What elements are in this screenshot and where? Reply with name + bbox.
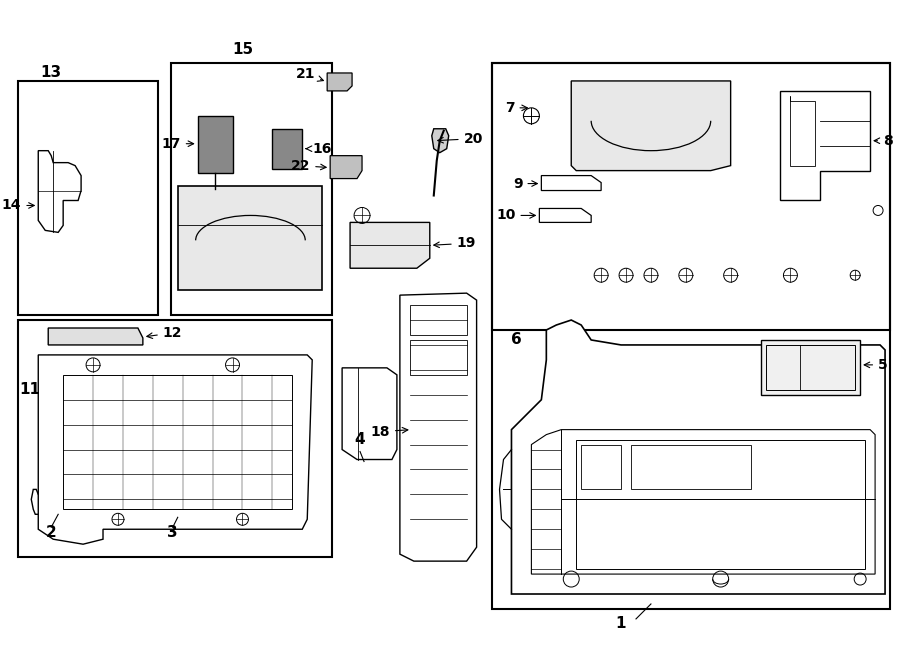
Text: 11: 11 [20, 382, 40, 397]
Polygon shape [121, 487, 250, 518]
Text: 12: 12 [147, 326, 183, 340]
Text: 16: 16 [306, 141, 331, 156]
Polygon shape [572, 81, 731, 171]
Bar [63, 375, 292, 510]
Text: 8: 8 [874, 134, 893, 147]
Text: 13: 13 [40, 65, 62, 81]
Bar [491, 63, 890, 609]
Polygon shape [198, 116, 232, 173]
Text: 22: 22 [291, 159, 326, 173]
Polygon shape [511, 320, 885, 594]
Text: 9: 9 [513, 176, 537, 190]
Text: 4: 4 [355, 432, 365, 447]
Text: 2: 2 [46, 525, 57, 540]
Polygon shape [330, 155, 362, 178]
Text: 20: 20 [437, 132, 483, 145]
Polygon shape [780, 91, 870, 200]
Polygon shape [539, 208, 591, 222]
Polygon shape [760, 340, 860, 395]
Polygon shape [432, 129, 449, 153]
Bar [491, 63, 890, 330]
Polygon shape [350, 222, 430, 268]
Text: 17: 17 [161, 137, 194, 151]
Text: 18: 18 [371, 424, 408, 439]
Text: 5: 5 [864, 358, 887, 372]
Text: 19: 19 [434, 237, 476, 251]
Text: 3: 3 [167, 525, 178, 540]
Bar [171, 63, 332, 315]
Polygon shape [39, 355, 312, 544]
Text: 7: 7 [505, 101, 527, 115]
Text: 10: 10 [496, 208, 536, 223]
Polygon shape [342, 368, 397, 459]
Bar [18, 320, 332, 557]
Text: 14: 14 [2, 198, 34, 212]
Polygon shape [328, 73, 352, 91]
Polygon shape [400, 293, 477, 561]
Bar [410, 305, 466, 335]
Polygon shape [273, 129, 302, 169]
Polygon shape [39, 151, 81, 233]
Text: 1: 1 [616, 617, 626, 631]
Bar [576, 440, 865, 569]
Polygon shape [542, 176, 601, 190]
Bar [18, 81, 158, 315]
Text: 6: 6 [511, 332, 522, 348]
Text: 21: 21 [296, 67, 323, 81]
Bar [410, 340, 466, 375]
Polygon shape [177, 186, 322, 290]
Polygon shape [49, 328, 143, 345]
Text: 15: 15 [232, 42, 253, 57]
Polygon shape [32, 489, 88, 514]
